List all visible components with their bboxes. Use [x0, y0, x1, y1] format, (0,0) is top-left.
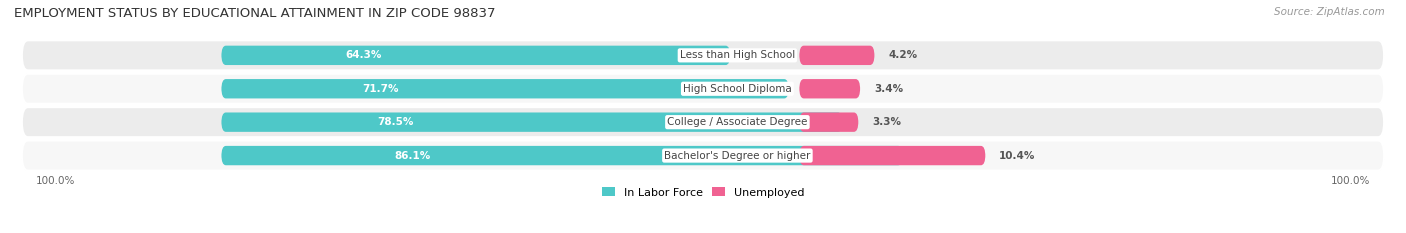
Text: 100.0%: 100.0%	[35, 176, 75, 186]
Text: 78.5%: 78.5%	[377, 117, 413, 127]
Text: Less than High School: Less than High School	[679, 50, 794, 60]
FancyBboxPatch shape	[221, 79, 789, 99]
Text: 4.2%: 4.2%	[889, 50, 917, 60]
FancyBboxPatch shape	[22, 40, 1384, 70]
Text: Source: ZipAtlas.com: Source: ZipAtlas.com	[1274, 7, 1385, 17]
Text: College / Associate Degree: College / Associate Degree	[668, 117, 807, 127]
FancyBboxPatch shape	[800, 113, 858, 132]
Text: 64.3%: 64.3%	[346, 50, 382, 60]
FancyBboxPatch shape	[800, 79, 860, 99]
Text: 3.4%: 3.4%	[875, 84, 903, 94]
FancyBboxPatch shape	[221, 113, 842, 132]
Text: 100.0%: 100.0%	[1331, 176, 1371, 186]
Text: 3.3%: 3.3%	[872, 117, 901, 127]
Legend: In Labor Force, Unemployed: In Labor Force, Unemployed	[602, 187, 804, 198]
Text: Bachelor's Degree or higher: Bachelor's Degree or higher	[664, 151, 811, 161]
FancyBboxPatch shape	[800, 146, 986, 165]
Text: EMPLOYMENT STATUS BY EDUCATIONAL ATTAINMENT IN ZIP CODE 98837: EMPLOYMENT STATUS BY EDUCATIONAL ATTAINM…	[14, 7, 495, 20]
FancyBboxPatch shape	[22, 140, 1384, 171]
FancyBboxPatch shape	[22, 74, 1384, 104]
Text: High School Diploma: High School Diploma	[683, 84, 792, 94]
Text: 10.4%: 10.4%	[1000, 151, 1035, 161]
Text: 86.1%: 86.1%	[394, 151, 430, 161]
FancyBboxPatch shape	[22, 107, 1384, 137]
FancyBboxPatch shape	[800, 46, 875, 65]
FancyBboxPatch shape	[221, 146, 903, 165]
FancyBboxPatch shape	[221, 46, 730, 65]
Text: 71.7%: 71.7%	[361, 84, 398, 94]
